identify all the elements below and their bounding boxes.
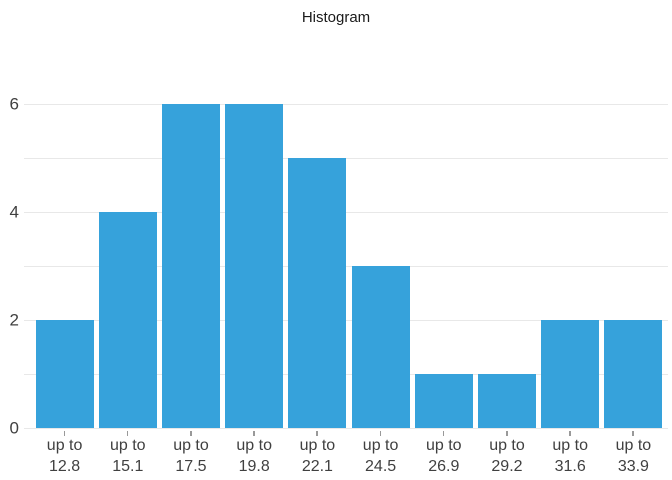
y-axis-tick-label: 2	[9, 310, 19, 330]
y-axis-tick-label: 4	[9, 202, 19, 222]
x-axis-category-label: up to 15.1	[96, 435, 159, 477]
y-axis-tick-label: 6	[9, 94, 19, 114]
bars-layer	[33, 104, 665, 428]
gridline	[24, 104, 668, 105]
histogram-bar	[288, 158, 347, 428]
x-axis-label-prefix: up to	[173, 437, 209, 454]
x-axis-label-prefix: up to	[46, 437, 83, 454]
x-ticks-layer	[33, 431, 665, 436]
histogram-bar	[225, 104, 284, 428]
histogram-bar	[477, 374, 537, 428]
x-axis-category-label: up to 29.2	[475, 435, 538, 477]
x-axis-category-label: up to 31.6	[539, 435, 602, 477]
x-axis-label-prefix: up to	[109, 437, 146, 454]
x-axis-category-label: up to 33.9	[602, 435, 665, 477]
y-axis-tick-label: 0	[9, 418, 19, 438]
x-axis-label-bin-edge: 31.6	[554, 458, 586, 475]
y-axis-labels: 0 2 4 6	[0, 96, 19, 437]
x-axis-tick-mark	[506, 431, 508, 436]
histogram-bar	[604, 320, 663, 428]
x-axis-label-prefix: up to	[615, 437, 652, 454]
chart-title: Histogram	[301, 9, 371, 26]
histogram-bar	[161, 104, 221, 428]
x-axis-label-bin-edge: 22.1	[301, 458, 333, 475]
gridline	[24, 428, 668, 429]
histogram-bar	[351, 266, 410, 428]
x-axis-tick-mark	[442, 431, 445, 436]
x-axis-category-label: up to 12.8	[33, 435, 96, 477]
x-axis-tick-mark	[253, 431, 255, 436]
x-axis-category-label: up to 22.1	[286, 435, 349, 477]
x-axis-category-label: up to 19.8	[223, 435, 286, 477]
x-axis-tick-mark	[632, 431, 634, 436]
x-axis-tick-mark	[190, 431, 192, 436]
x-axis-tick-mark	[63, 431, 66, 436]
histogram-bar	[541, 320, 600, 428]
x-axis-label-prefix: up to	[552, 437, 588, 454]
x-axis-label-bin-edge: 15.1	[112, 458, 144, 475]
x-axis-labels: up to 12.8 up to 15.1 up to 17.5 up to 19.8 up t…	[33, 435, 665, 479]
x-axis-tick-mark	[126, 431, 129, 436]
x-axis-label-prefix: up to	[362, 437, 399, 454]
x-axis-tick-mark	[316, 431, 318, 436]
histogram-bar	[414, 374, 473, 428]
x-axis-label-prefix: up to	[299, 437, 336, 454]
x-axis-tick-mark	[569, 431, 571, 436]
x-axis-label-bin-edge: 24.5	[365, 458, 397, 475]
x-axis-label-prefix: up to	[489, 437, 525, 454]
x-axis-label-bin-edge: 17.5	[175, 458, 207, 475]
histogram-bar	[35, 320, 94, 428]
x-axis-category-label: up to 24.5	[349, 435, 412, 477]
x-axis-label-bin-edge: 19.8	[238, 458, 270, 475]
x-axis-label-prefix: up to	[425, 437, 462, 454]
x-axis-label-bin-edge: 26.9	[428, 458, 460, 475]
histogram-bar	[98, 212, 157, 428]
x-axis-label-prefix: up to	[236, 437, 272, 454]
x-axis-label-bin-edge: 33.9	[617, 458, 649, 475]
x-axis-tick-mark	[379, 431, 382, 436]
x-axis-label-bin-edge: 12.8	[49, 458, 81, 475]
x-axis-category-label: up to 17.5	[159, 435, 222, 477]
x-axis-label-bin-edge: 29.2	[491, 458, 523, 475]
x-axis-category-label: up to 26.9	[412, 435, 475, 477]
